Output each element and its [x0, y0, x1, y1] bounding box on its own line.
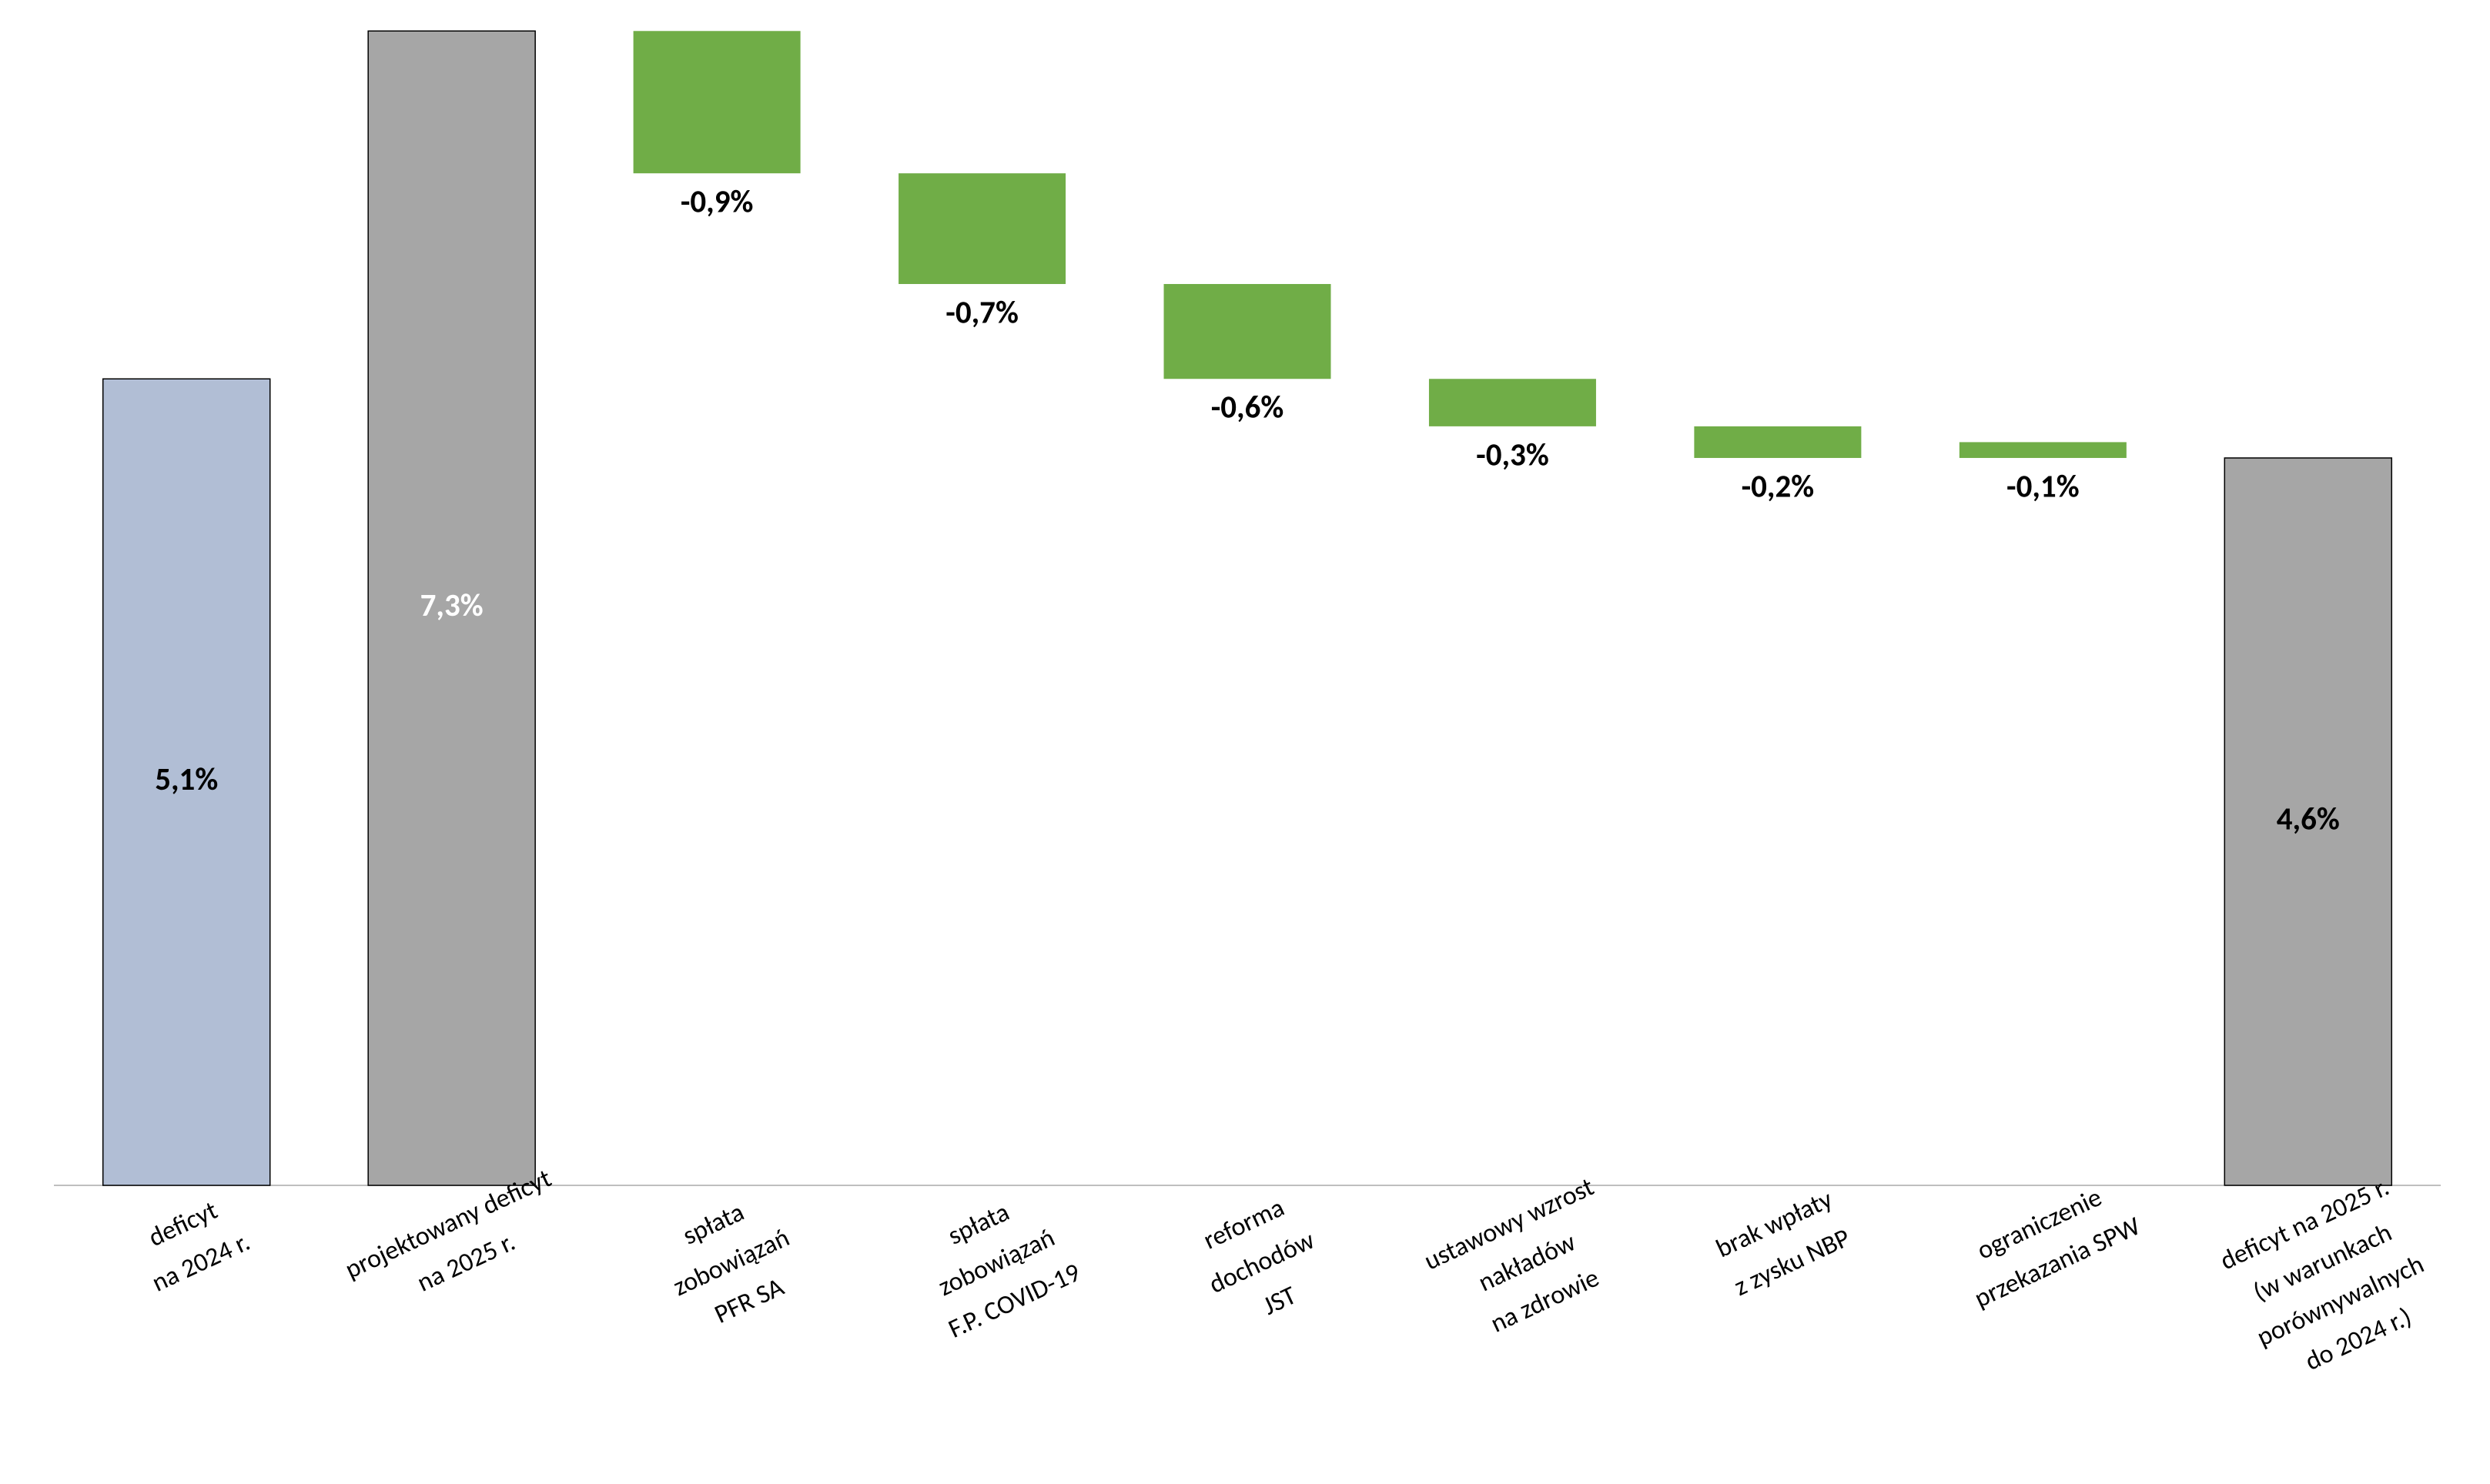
- bar-jst: [1164, 284, 1331, 379]
- value-label-health: -0,3%: [1476, 436, 1549, 474]
- waterfall-chart: 5,1% deficytna 2024 r. 7,3% projektowany de…: [0, 0, 2490, 1484]
- value-label-jst: -0,6%: [1211, 389, 1284, 427]
- category-label-deficit-2024: deficytna 2024 r.: [129, 1188, 255, 1298]
- value-label-deficit-2024: 5,1%: [155, 760, 218, 799]
- svg-text:deficyt na 2025 r.(w warunkach: deficyt na 2025 r.(w warunkachporównywal…: [2215, 1171, 2448, 1392]
- svg-text:deficytna 2024 r.: deficytna 2024 r.: [129, 1188, 255, 1298]
- svg-text:brak wpłatyz zysku NBP: brak wpłatyz zysku NBP: [1711, 1183, 1856, 1303]
- category-label-projected-deficit-2025: projektowany deficytna 2025 r.: [340, 1162, 574, 1324]
- bar-spw: [1960, 442, 2127, 458]
- value-label-pfr-sa: -0,9%: [681, 183, 754, 222]
- value-label-projected-deficit-2025: 7,3%: [420, 587, 484, 625]
- chart-svg: 5,1% deficytna 2024 r. 7,3% projektowany de…: [0, 0, 2490, 1484]
- svg-text:reformadochodówJST: reformadochodówJST: [1186, 1186, 1337, 1339]
- category-label-nbp: brak wpłatyz zysku NBP: [1711, 1183, 1856, 1303]
- bar-nbp: [1694, 426, 1861, 458]
- bar-health: [1429, 379, 1596, 426]
- value-label-spw: -0,1%: [2006, 467, 2080, 506]
- category-label-pfr-sa: spłatazobowiązańPFR SA: [651, 1184, 812, 1342]
- svg-text:ograniczenieprzekazania SPW: ograniczenieprzekazania SPW: [1952, 1171, 2146, 1315]
- category-label-health: ustawowy wzrostnakładówna zdrowie: [1419, 1171, 1635, 1355]
- svg-text:spłatazobowiązańF.P. COVID-19: spłatazobowiązańF.P. COVID-19: [908, 1180, 1086, 1345]
- svg-text:spłatazobowiązańPFR SA: spłatazobowiązańPFR SA: [651, 1184, 812, 1342]
- bar-fp-covid: [899, 173, 1066, 284]
- svg-text:projektowany deficytna 2025 r.: projektowany deficytna 2025 r.: [340, 1162, 574, 1324]
- bar-pfr-sa: [634, 31, 801, 173]
- value-label-fp-covid: -0,7%: [945, 293, 1019, 332]
- category-label-deficit-2025-comparable: deficyt na 2025 r.(w warunkachporównywal…: [2215, 1171, 2448, 1392]
- value-label-nbp: -0,2%: [1742, 467, 1815, 506]
- category-label-fp-covid: spłatazobowiązańF.P. COVID-19: [908, 1180, 1086, 1345]
- svg-text:ustawowy wzrostnakładówna zdro: ustawowy wzrostnakładówna zdrowie: [1419, 1171, 1635, 1355]
- category-label-spw: ograniczenieprzekazania SPW: [1952, 1171, 2146, 1315]
- value-label-deficit-2025-comparable: 4,6%: [2277, 800, 2340, 838]
- category-label-jst: reformadochodówJST: [1186, 1186, 1337, 1339]
